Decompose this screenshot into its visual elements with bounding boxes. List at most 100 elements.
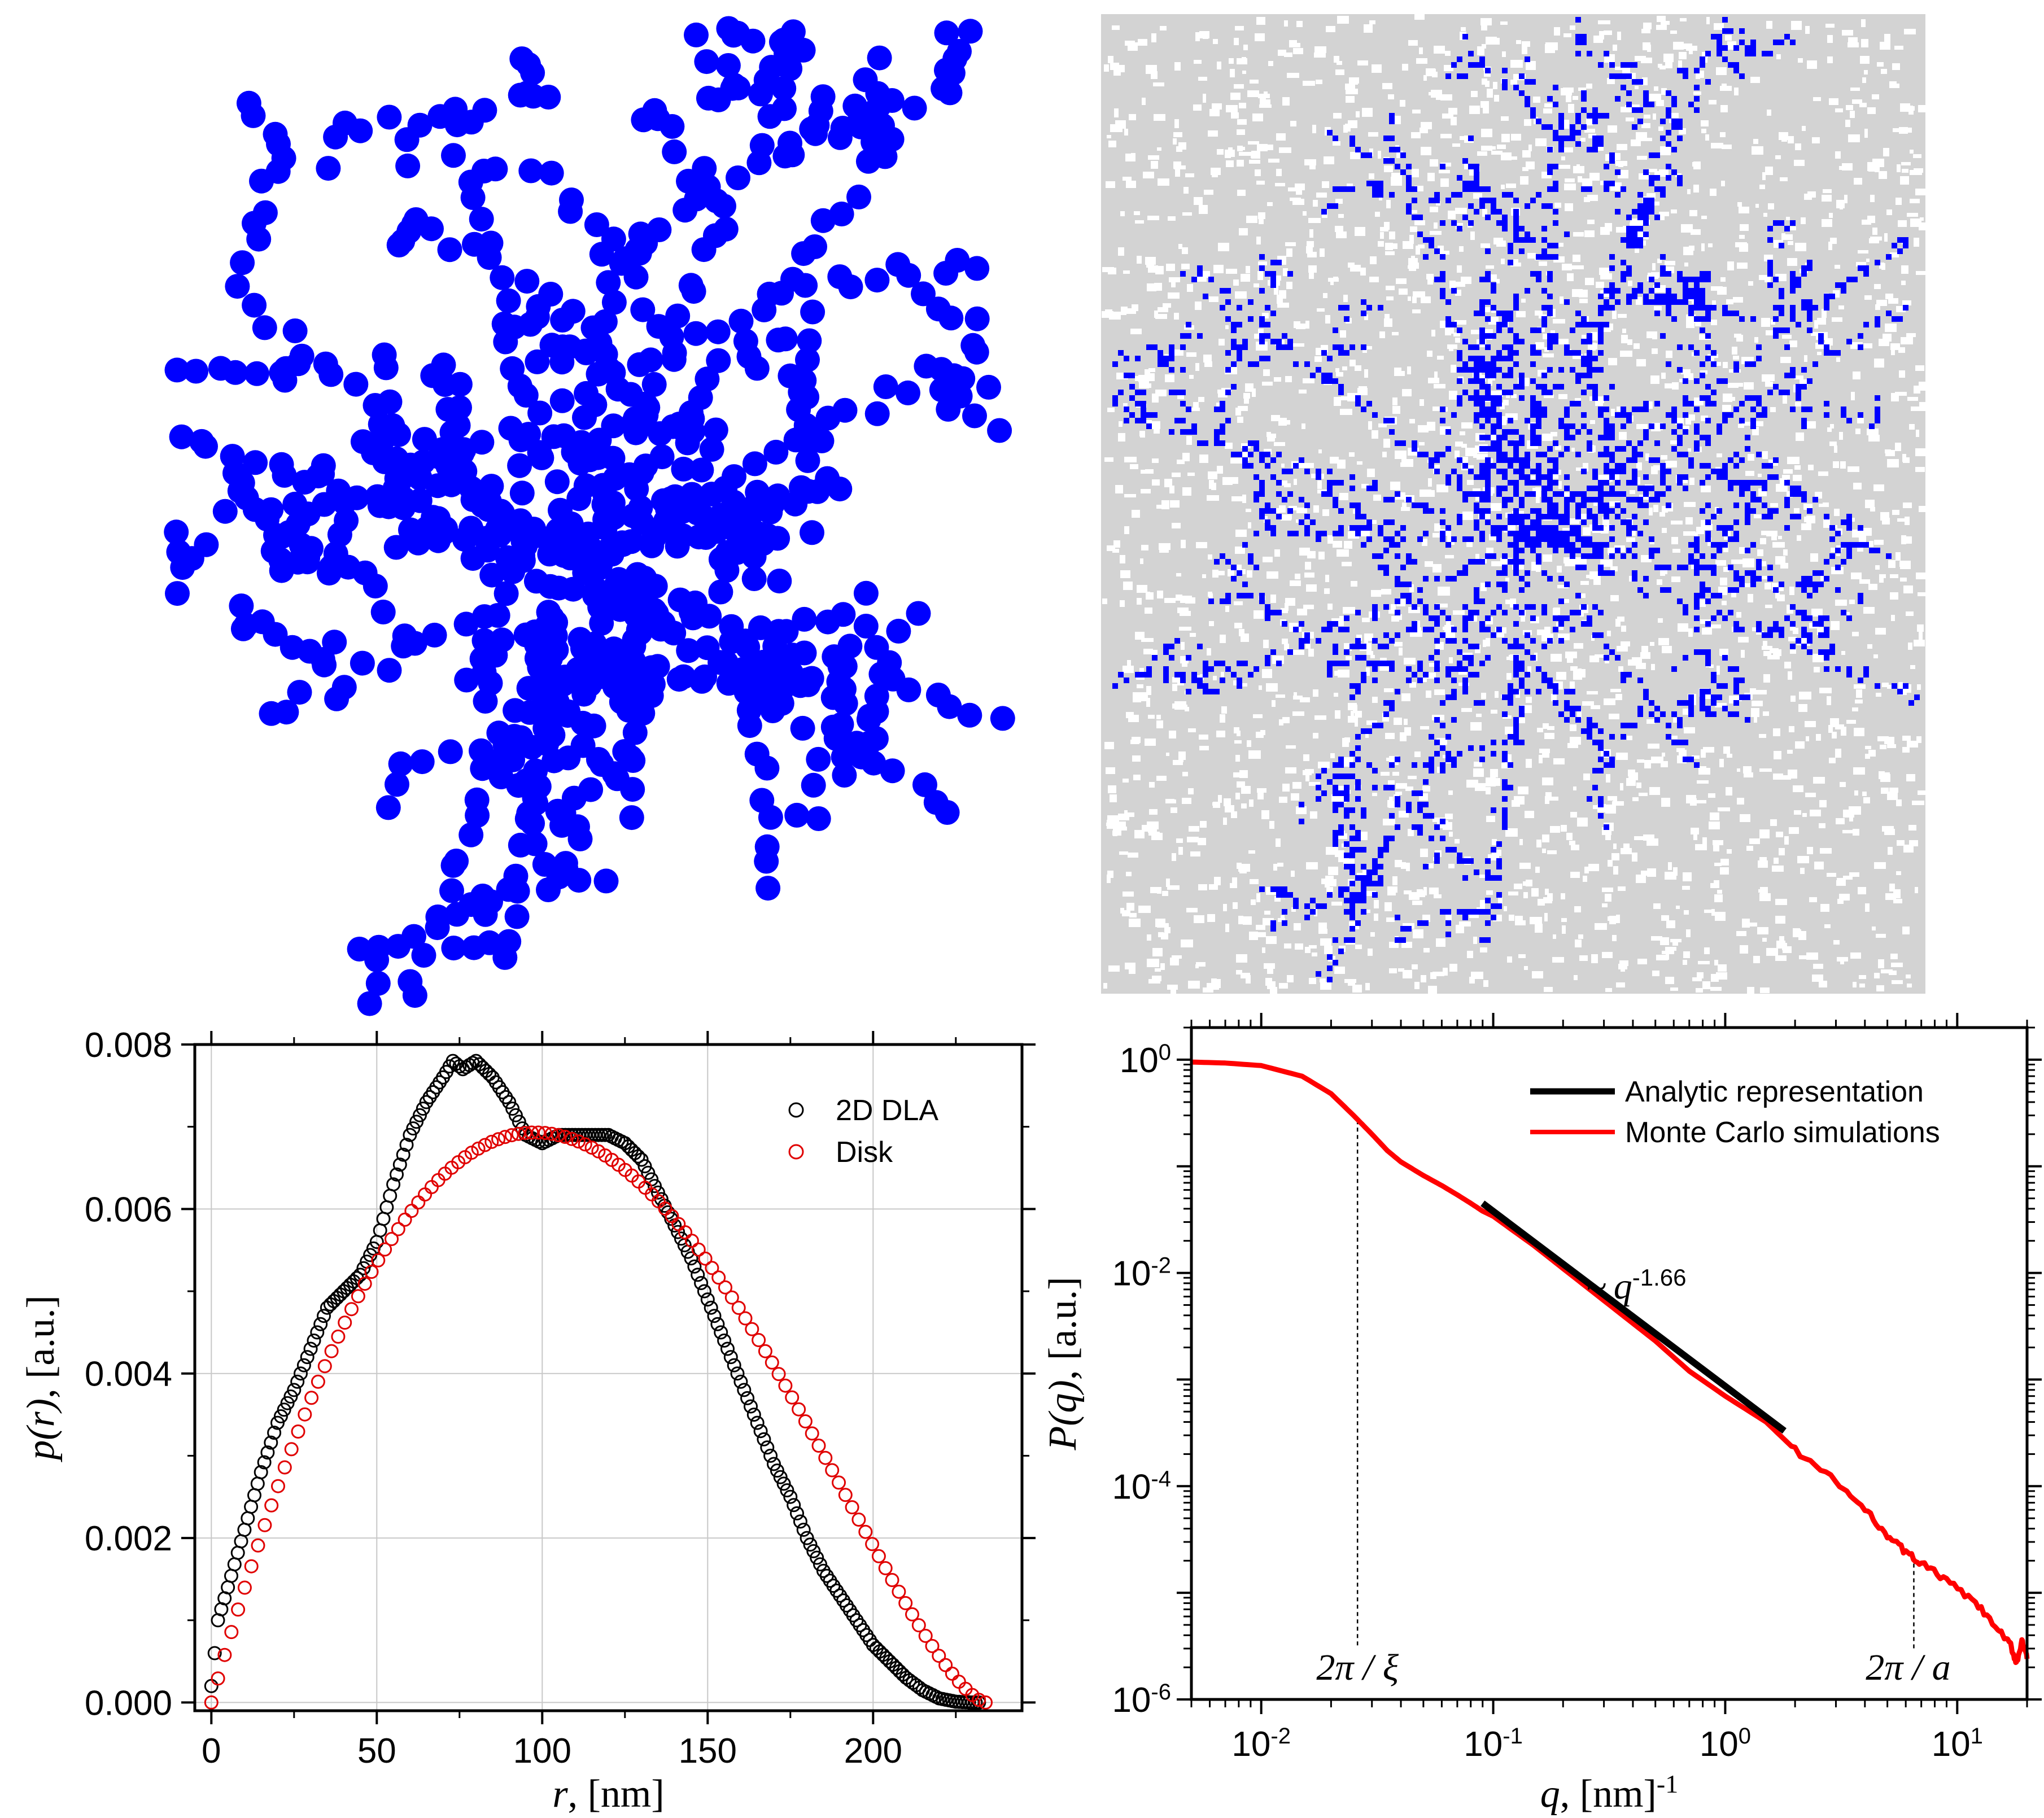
dla-particle (551, 423, 576, 448)
lattice-vacancy (1155, 314, 1167, 319)
lattice-cell (1513, 339, 1519, 344)
lattice-vacancy (1793, 628, 1798, 634)
dla-particle (671, 664, 696, 689)
lattice-vacancy (1471, 972, 1483, 979)
lattice-vacancy (1471, 91, 1478, 97)
lattice-vacancy (1599, 268, 1609, 275)
lattice-cell (1773, 457, 1779, 463)
lattice-vacancy (1501, 763, 1512, 768)
lattice-cell (1231, 327, 1237, 333)
lattice-vacancy (1322, 509, 1329, 516)
lattice-vacancy (1285, 420, 1290, 425)
lattice-vacancy (1751, 708, 1759, 717)
lattice-vacancy (1910, 665, 1915, 669)
lattice-cell (1485, 407, 1491, 412)
dla-particle (740, 500, 765, 526)
lattice-vacancy (1723, 746, 1730, 754)
lattice-vacancy (1774, 751, 1781, 759)
lattice-vacancy (1487, 89, 1493, 98)
lattice-cell (1423, 502, 1429, 508)
lattice-cell (1536, 327, 1541, 333)
lattice-vacancy (1736, 931, 1746, 936)
lattice-cell (1654, 401, 1660, 407)
lattice-cell (1519, 226, 1525, 231)
lattice-vacancy (1521, 615, 1525, 622)
lattice-vacancy (1278, 918, 1285, 922)
lattice-cell (1536, 423, 1541, 429)
lattice-cell (1643, 407, 1649, 412)
lattice-vacancy (1341, 396, 1351, 400)
lattice-cell (1750, 407, 1756, 412)
dla-particle (778, 363, 803, 388)
lattice-vacancy (1449, 391, 1457, 400)
lattice-cell (1429, 198, 1434, 203)
lattice-vacancy (1683, 531, 1696, 536)
lattice-cell (1496, 452, 1502, 457)
lattice-vacancy (1543, 108, 1552, 113)
lattice-cell (1790, 491, 1796, 497)
lattice-vacancy (1665, 977, 1674, 984)
lattice-cell (1541, 514, 1547, 519)
lattice-vacancy (1574, 906, 1581, 912)
lattice-vacancy (1427, 276, 1433, 285)
lattice-cell (1474, 519, 1479, 525)
dla-particle (772, 96, 797, 121)
lattice-vacancy (1195, 675, 1203, 679)
lattice-vacancy (1414, 982, 1420, 989)
lattice-vacancy (1906, 774, 1915, 781)
lattice-cell (1485, 271, 1491, 277)
lattice-vacancy (1317, 480, 1322, 489)
lattice-vacancy (1834, 445, 1837, 453)
lattice-vacancy (1490, 769, 1498, 777)
lattice-vacancy (1146, 65, 1157, 74)
lattice-cell (1750, 491, 1756, 497)
lattice-cell (1525, 231, 1530, 237)
lattice-cell (1372, 181, 1378, 186)
lattice-vacancy (1444, 65, 1453, 71)
lattice-vacancy (1369, 20, 1375, 24)
lattice-vacancy (1682, 886, 1690, 890)
dla-particle (444, 902, 470, 927)
dla-particle (222, 461, 247, 486)
lattice-vacancy (1303, 605, 1314, 609)
lattice-vacancy (1720, 859, 1729, 866)
lattice-cell (1796, 282, 1801, 288)
lattice-vacancy (1263, 557, 1273, 562)
lattice-vacancy (1883, 148, 1889, 156)
lattice-cell (1784, 525, 1790, 531)
lattice-cell (1796, 390, 1801, 395)
lattice-cell (1141, 390, 1146, 395)
lattice-cell (1615, 469, 1621, 474)
lattice-vacancy (1186, 908, 1198, 912)
lattice-cell (1513, 305, 1519, 311)
lattice-cell (1530, 429, 1536, 435)
lattice-vacancy (1344, 737, 1350, 742)
dla-particle (640, 672, 666, 697)
lattice-cell (1502, 497, 1508, 502)
lattice-vacancy (1455, 208, 1467, 214)
lattice-cell (1541, 497, 1547, 502)
lattice-vacancy (1316, 80, 1322, 84)
lattice-cell (1869, 423, 1875, 429)
lattice-vacancy (1259, 219, 1264, 224)
lattice-vacancy (1181, 264, 1190, 269)
lattice-vacancy (1123, 582, 1133, 590)
lattice-vacancy (1451, 117, 1457, 125)
lattice-cell (1762, 486, 1767, 491)
lattice-vacancy (1878, 959, 1884, 968)
lattice-vacancy (1122, 910, 1130, 916)
lattice-vacancy (1440, 134, 1452, 138)
lattice-vacancy (1794, 508, 1800, 513)
lattice-vacancy (1124, 129, 1128, 136)
lattice-vacancy (1686, 795, 1696, 803)
lattice-vacancy (1841, 651, 1845, 655)
lattice-cell (1767, 390, 1773, 395)
lattice-vacancy (1513, 259, 1518, 264)
lattice-cell (1717, 378, 1722, 384)
lattice-vacancy (1788, 136, 1794, 143)
lattice-vacancy (1126, 872, 1132, 876)
lattice-vacancy (1565, 178, 1575, 182)
lattice-cell (1479, 356, 1485, 361)
lattice-vacancy (1706, 17, 1710, 24)
